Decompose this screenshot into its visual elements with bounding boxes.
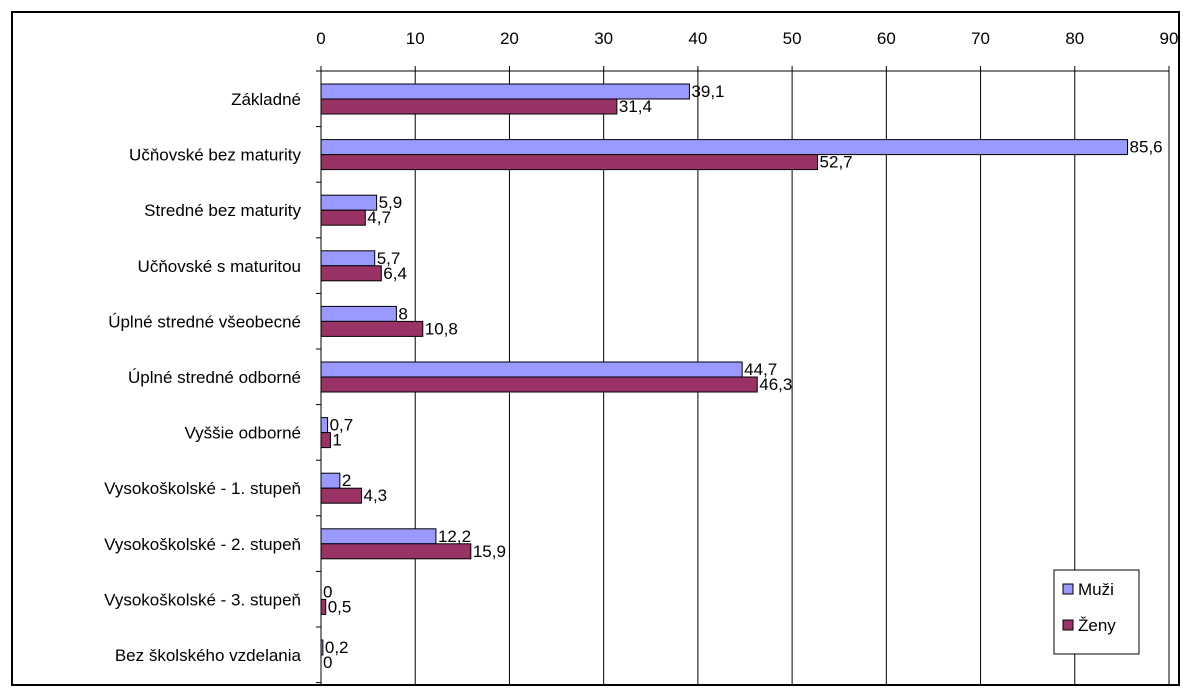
data-label: 10,8 (425, 319, 458, 338)
category-label: Bez školského vzdelania (115, 646, 302, 665)
x-tick-label: 40 (688, 29, 707, 48)
x-tick-label: 70 (971, 29, 990, 48)
bar-zeny (320, 376, 758, 393)
bar-zeny (320, 209, 366, 226)
chart-frame (11, 11, 1180, 686)
bar-muzi (320, 639, 324, 656)
category-label: Učňovské bez maturity (129, 146, 301, 165)
category-label: Učňovské s maturitou (138, 257, 301, 276)
data-label: 0 (323, 653, 332, 672)
x-tick-label: 60 (877, 29, 896, 48)
data-label: 5,7 (377, 249, 401, 268)
bar-muzi (320, 139, 1129, 156)
category-label: Úplné stredné všeobecné (108, 312, 301, 331)
bar-zeny (320, 154, 819, 171)
category-label: Základné (231, 90, 301, 109)
data-label: 31,4 (619, 97, 652, 116)
bar-muzi (320, 250, 376, 267)
category-label: Stredné bez maturity (144, 201, 301, 220)
category-label: Vysokoškolské - 1. stupeň (104, 479, 301, 498)
legend-swatch-zeny (1062, 619, 1074, 631)
category-label: Vysokoškolské - 2. stupeň (104, 535, 301, 554)
data-label: 0,2 (325, 638, 349, 657)
bar-muzi (320, 472, 341, 489)
data-label: 46,3 (759, 375, 792, 394)
legend-swatch-muzi (1062, 583, 1074, 595)
data-label: 5,9 (379, 193, 403, 212)
data-label: 2 (342, 471, 351, 490)
data-label: 0 (323, 582, 332, 601)
data-label: 0,7 (330, 416, 354, 435)
x-tick-label: 50 (783, 29, 802, 48)
category-label: Úplné stredné odborné (128, 368, 301, 387)
x-tick-label: 0 (316, 29, 325, 48)
x-tick-label: 90 (1160, 29, 1179, 48)
data-label: 4,3 (364, 486, 388, 505)
x-tick-label: 10 (406, 29, 425, 48)
data-label: 6,4 (383, 264, 407, 283)
data-label: 4,7 (367, 208, 391, 227)
bar-zeny (320, 598, 327, 615)
data-label: 12,2 (438, 527, 471, 546)
x-tick-label: 20 (500, 29, 519, 48)
data-label: 85,6 (1130, 138, 1163, 157)
bar-muzi (320, 361, 743, 378)
x-tick-label: 30 (594, 29, 613, 48)
bar-muzi (320, 528, 437, 545)
data-label: 52,7 (820, 153, 853, 172)
bar-muzi (320, 417, 329, 434)
data-label: 39,1 (691, 82, 724, 101)
category-label: Vyššie odborné (184, 424, 301, 443)
data-label: 1 (332, 431, 341, 450)
category-label: Vysokoškolské - 3. stupeň (104, 590, 301, 609)
bar-zeny (320, 543, 472, 560)
x-tick-label: 80 (1065, 29, 1084, 48)
legend-label: Muži (1078, 580, 1114, 599)
bar-zeny (320, 432, 331, 449)
data-label: 44,7 (744, 360, 777, 379)
data-label: 15,9 (473, 542, 506, 561)
bar-muzi (320, 305, 397, 322)
legend-label: Ženy (1078, 616, 1116, 635)
bar-zeny (320, 265, 382, 282)
bar-zeny (320, 487, 363, 504)
bar-zeny (320, 98, 618, 115)
bar-zeny (320, 320, 424, 337)
data-label: 8 (398, 304, 407, 323)
data-label: 0,5 (328, 597, 352, 616)
